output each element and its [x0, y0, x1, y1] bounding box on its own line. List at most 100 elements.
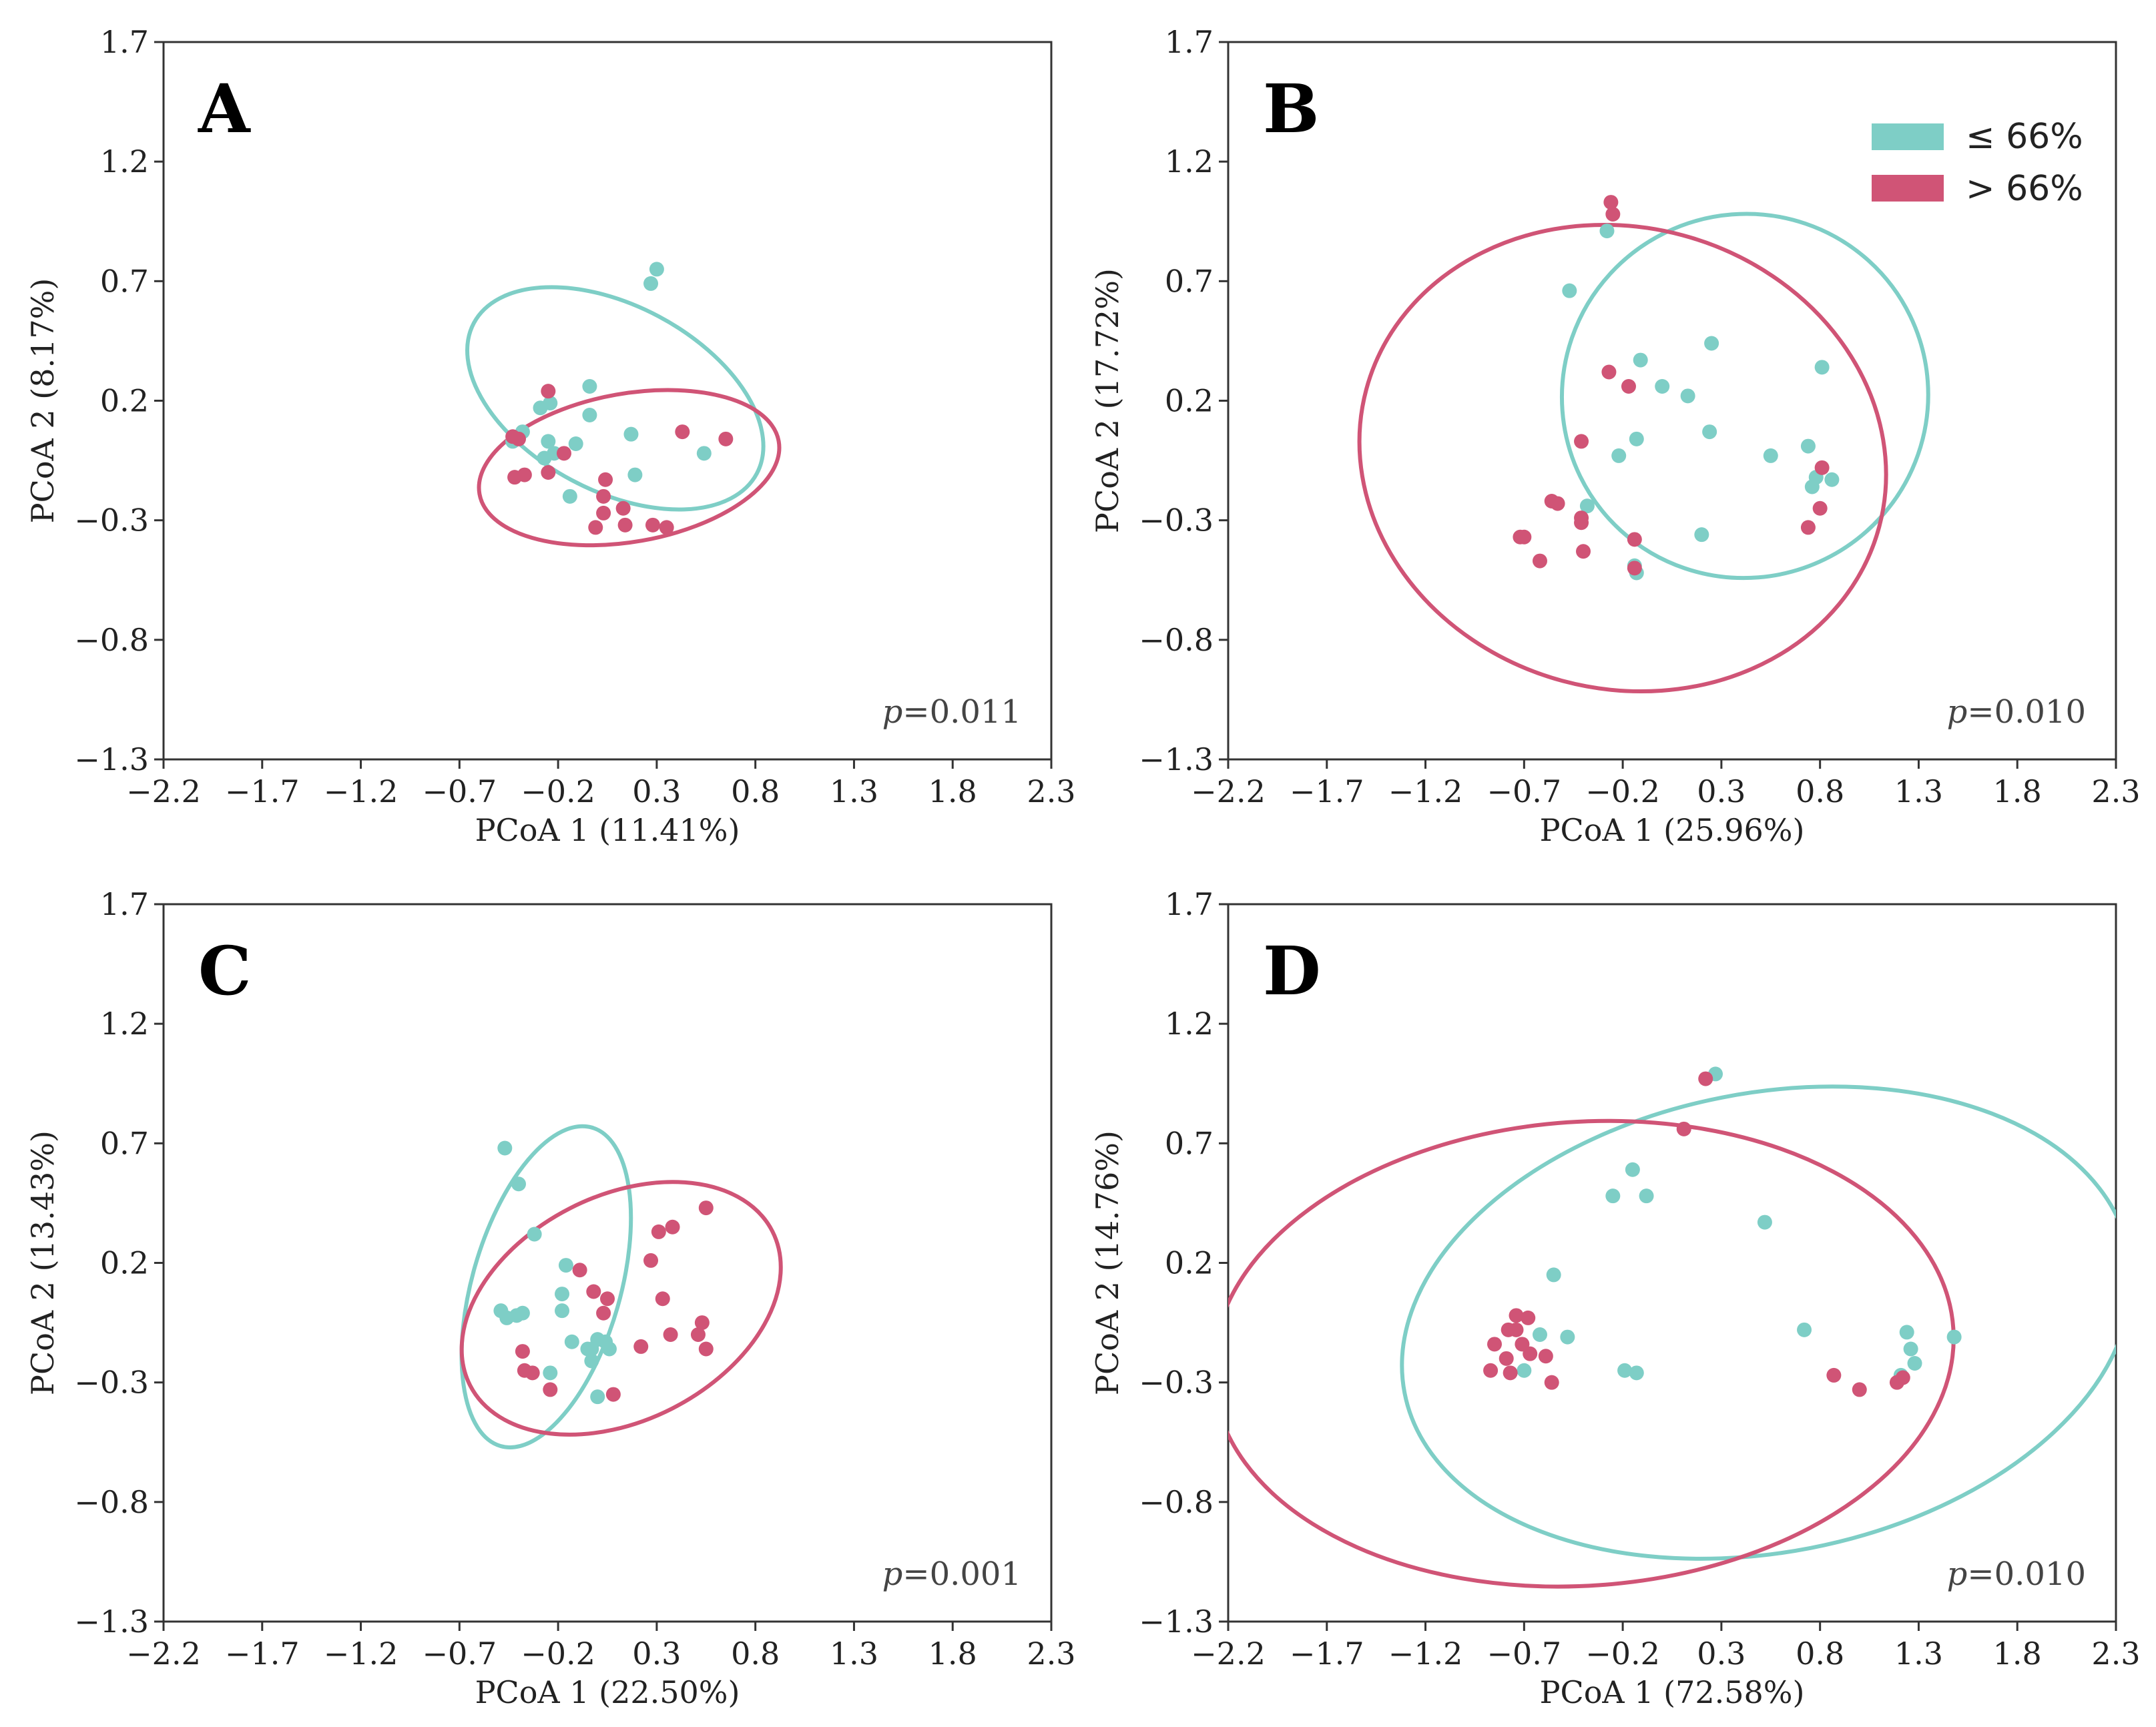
panel-a: −2.2 −1.7 −1.2 −0.7 −0.2 0.3 0.8 1.3 1.8 2.3 −1.3 −…: [25, 24, 1076, 848]
panel-a-point-high: [617, 517, 633, 533]
panel-a-point-high: [596, 488, 611, 504]
panel-b-xtick-label: 2.3: [2091, 773, 2140, 809]
panel-c-point-high: [596, 1305, 611, 1321]
panel-d-xtick-label: 2.3: [2091, 1636, 2140, 1672]
panel-c-point-low: [590, 1389, 605, 1405]
panel-d-xtick-label: 1.3: [1894, 1636, 1943, 1672]
panel-c-point-low: [511, 1176, 526, 1192]
panel-c-point-low: [527, 1227, 542, 1242]
panel-d-point-low: [1625, 1162, 1640, 1177]
panel-a-point-low: [643, 276, 659, 291]
panel-c-frame: [162, 903, 1053, 1623]
panel-a-point-low: [582, 408, 597, 422]
panel-c-point-high: [694, 1315, 710, 1331]
panel-b-point-low: [1611, 448, 1627, 463]
panel-a-point-high: [615, 500, 631, 516]
panel-a-point-high: [541, 465, 556, 480]
panel-b-point-low: [1800, 438, 1816, 454]
panel-c-point-high: [525, 1365, 540, 1381]
panel-c-ytick-label: −0.3: [74, 1365, 149, 1401]
panels: −2.2 −1.7 −1.2 −0.7 −0.2 0.3 0.8 1.3 1.8 2.3−1.3−…: [25, 24, 2141, 1710]
panel-c-point-high: [600, 1291, 615, 1307]
panel-a-xtick-label: −2.2: [126, 773, 201, 809]
panel-a-xlabel: PCoA 1 (11.41%): [475, 812, 740, 848]
panel-d-point-high: [1852, 1382, 1867, 1397]
panel-d-pvalue: p=0.010: [1947, 1556, 2086, 1593]
panel-c-xtick-label: −1.2: [324, 1636, 398, 1672]
panel-a-ytick-label: 1.2: [100, 143, 149, 180]
panel-b-point-high: [1574, 434, 1589, 449]
panel-c-point-low: [584, 1353, 599, 1369]
panel-c-ellipse-low: [459, 1124, 633, 1449]
panel-d-xtick-label: −1.2: [1388, 1636, 1463, 1672]
panel-d-point-high: [1487, 1337, 1502, 1352]
panel-b-point-high: [1627, 532, 1642, 547]
panel-d-point-low: [1617, 1363, 1633, 1378]
panel-b-xtick-label: −0.2: [1585, 773, 1660, 809]
panel-c-ellipse-high: [459, 1180, 783, 1437]
panel-a-xtick-label: −0.2: [521, 773, 595, 809]
legend-label-low: ≤ 66%: [1966, 117, 2083, 157]
panel-c-xtick-label: −2.2: [126, 1636, 201, 1672]
panel-c-point-low: [543, 1365, 558, 1381]
panel-d-ytick-label: −1.3: [1139, 1604, 1214, 1640]
panel-d-xtick-label: −2.2: [1191, 1636, 1266, 1672]
panel-d-ytick-label: 0.2: [1165, 1245, 1214, 1281]
panel-b-xtick-label: −1.7: [1290, 773, 1364, 809]
panel-c-ytick-label: −1.3: [74, 1604, 149, 1640]
panel-d-point-high: [1509, 1322, 1524, 1337]
panel-a-point-high: [588, 520, 603, 535]
panel-a-point-low: [623, 426, 639, 442]
panel-a-point-high: [541, 384, 556, 399]
panel-b-point-low: [1694, 527, 1709, 543]
panel-b-point-high: [1814, 460, 1830, 475]
panel-a-point-high: [645, 517, 660, 533]
panel-d-point-low: [1907, 1356, 1922, 1371]
panel-b-point-high: [1544, 494, 1559, 508]
panel-b-point-high: [1601, 364, 1617, 380]
panel-b-ylabel: PCoA 2 (17.72%): [1089, 268, 1125, 533]
panel-d-point-high: [1538, 1349, 1553, 1364]
panel-d-frame: [1227, 903, 2117, 1623]
panel-d-point-low: [1532, 1327, 1547, 1342]
panel-c-ytick-label: 0.7: [100, 1125, 149, 1161]
panel-c-point-low: [515, 1305, 530, 1321]
panel-b-point-high: [1576, 544, 1591, 559]
panel-c-point-low: [564, 1334, 579, 1349]
panel-c-point-high: [690, 1327, 706, 1342]
panel-b-point-low: [1704, 336, 1719, 351]
panel-d-ellipse-low: [1400, 1084, 2116, 1561]
panel-d: −2.2 −1.7 −1.2 −0.7 −0.2 0.3 0.8 1.3 1.8 2.3 −1.3 −…: [1089, 886, 2141, 1710]
panel-b-xtick-label: −1.2: [1388, 773, 1463, 809]
panel-a-point-low: [696, 446, 712, 461]
panel-a-xtick-label: 1.3: [830, 773, 878, 809]
panel-c-ytick-label: 1.7: [100, 886, 149, 922]
panel-b-point-low: [1814, 360, 1830, 375]
panel-a-xtick-label: 1.8: [928, 773, 977, 809]
panel-a-xtick-label: 0.3: [632, 773, 681, 809]
panel-a-xtick-label: −1.7: [225, 773, 300, 809]
panel-d-xtick-label: 0.3: [1697, 1636, 1745, 1672]
panel-c-xtick-label: 0.3: [632, 1636, 681, 1672]
panel-c-point-high: [643, 1253, 659, 1268]
panel-b-xtick-label: 1.8: [1993, 773, 2042, 809]
legend-swatch-low: [1872, 123, 1944, 150]
panel-a-xtick-label: −1.2: [324, 773, 398, 809]
panel-d-point-low: [1605, 1188, 1621, 1204]
panel-c-point-high: [665, 1219, 680, 1235]
panel-a-ytick-label: 0.7: [100, 263, 149, 299]
panel-c-point-high: [698, 1200, 714, 1216]
panel-a-ellipse-low: [465, 285, 766, 512]
panel-a-point-low: [582, 379, 597, 394]
panel-c-point-high: [572, 1263, 587, 1278]
panel-a-frame: [162, 41, 1053, 761]
panel-a-xtick-label: 2.3: [1027, 773, 1075, 809]
panel-d-point-high: [1826, 1367, 1842, 1383]
panel-b-point-low: [1599, 224, 1615, 239]
panel-d-xtick-label: −1.7: [1290, 1636, 1364, 1672]
panel-c-point-high: [651, 1224, 666, 1239]
panel-b-ellipse-high: [1357, 222, 1888, 694]
panel-a-point-high: [596, 505, 611, 521]
panel-c-point-high: [655, 1291, 670, 1307]
panel-a-point-high: [556, 446, 571, 461]
